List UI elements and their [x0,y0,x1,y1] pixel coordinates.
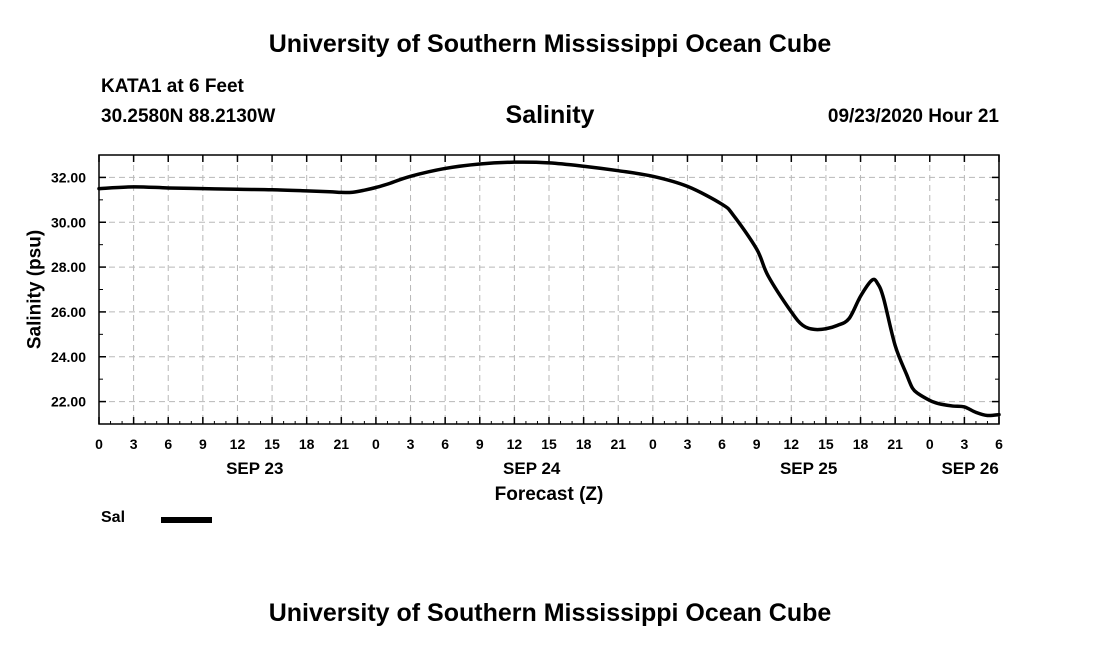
x-tick-label: 3 [130,436,138,452]
date-label: SEP 25 [780,459,837,478]
salinity-series-line [97,160,1001,418]
x-tick-label: 15 [541,436,557,452]
y-tick-label: 28.00 [51,259,86,275]
tick-labels: 0 3 6 9 12 15 18 21 0 3 6 9 12 15 18 21 0 3 6 9 12 15 18 21 0 3 6 2… [51,169,1003,478]
x-tick-label: 6 [995,436,1003,452]
x-tick-label: 18 [299,436,315,452]
y-tick-label: 26.00 [51,304,86,320]
x-tick-label: 9 [476,436,484,452]
x-tick-label: 12 [784,436,800,452]
legend-swatch [161,517,212,523]
x-tick-label: 0 [926,436,934,452]
date-label: SEP 26 [941,459,998,478]
x-tick-label: 15 [818,436,834,452]
x-tick-label: 6 [164,436,172,452]
station-name: KATA1 at 6 Feet [101,76,244,97]
x-tick-label: 9 [753,436,761,452]
y-tick-label: 30.00 [51,214,86,230]
station-coordinates: 30.2580N 88.2130W [101,106,276,127]
x-tick-label: 12 [230,436,246,452]
x-axis-label: Forecast (Z) [495,484,604,505]
x-tick-label: 6 [441,436,449,452]
x-tick-label: 3 [684,436,692,452]
y-tick-label: 22.00 [51,394,86,410]
y-axis-label: Salinity (psu) [25,230,46,349]
date-label: SEP 23 [226,459,283,478]
x-tick-label: 9 [199,436,207,452]
grid [99,155,999,424]
x-tick-label: 3 [407,436,415,452]
x-tick-label: 21 [887,436,903,452]
chart-title: Salinity [505,101,595,129]
x-tick-label: 0 [649,436,657,452]
x-tick-label: 3 [960,436,968,452]
y-tick-label: 32.00 [51,169,86,185]
x-tick-label: 12 [507,436,523,452]
x-tick-label: 0 [372,436,380,452]
x-tick-label: 21 [610,436,626,452]
x-tick-label: 21 [334,436,350,452]
date-label: SEP 24 [503,459,561,478]
plot-frame [98,154,1000,425]
legend-label: Sal [101,509,126,526]
page-title: University of Southern Mississippi Ocean… [268,30,832,58]
forecast-run-time: 09/23/2020 Hour 21 [827,106,999,127]
y-tick-label: 24.00 [51,349,86,365]
x-tick-label: 0 [95,436,103,452]
x-tick-label: 18 [853,436,869,452]
x-tick-label: 18 [576,436,592,452]
footer-title: University of Southern Mississippi Ocean… [268,599,832,627]
x-tick-label: 6 [718,436,726,452]
x-tick-label: 15 [264,436,280,452]
